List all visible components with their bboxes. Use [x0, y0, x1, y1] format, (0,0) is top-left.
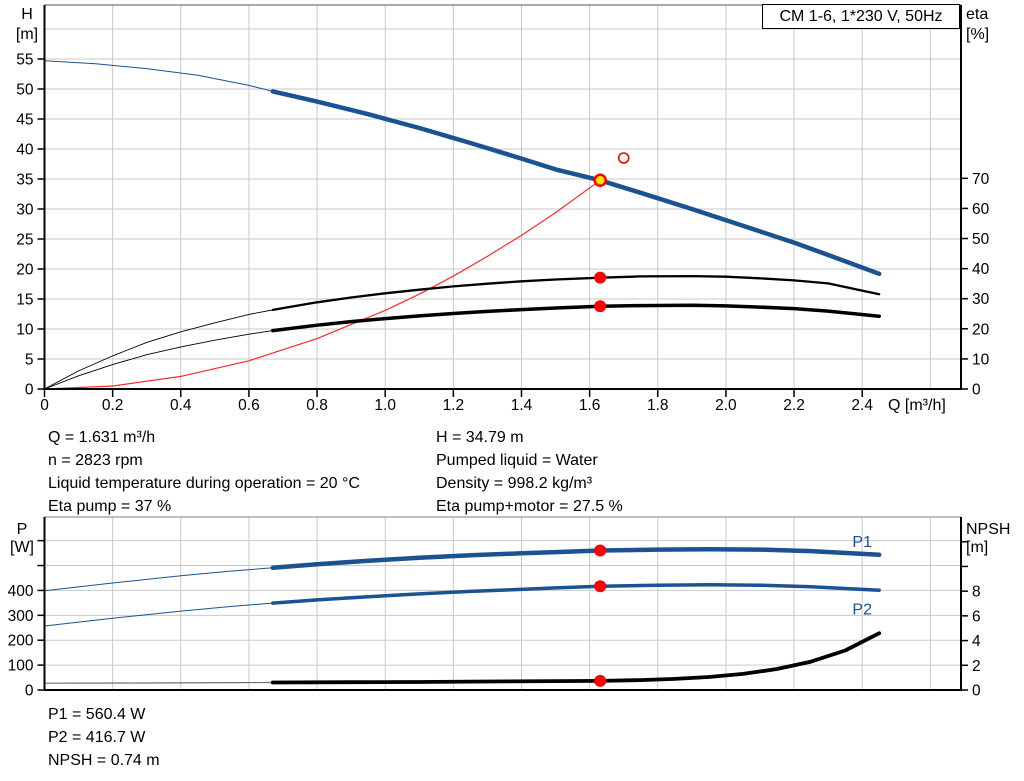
curve-p1-thin	[44, 567, 274, 592]
y-right-tick-label: 30	[972, 291, 990, 308]
x-tick-label: 1.4	[511, 397, 533, 414]
curve-npsh	[270, 631, 882, 685]
y-left-tick-label: 100	[8, 658, 34, 675]
y-right-tick-label: 20	[972, 321, 990, 338]
y-left-tick-label: 35	[16, 172, 33, 189]
y-right-axis-label: [m]	[966, 539, 988, 556]
marker-requested-duty-point	[617, 152, 630, 164]
x-tick-label: 0.4	[170, 397, 192, 414]
y-left-tick-label: 300	[8, 608, 34, 625]
y-left-tick-label: 15	[16, 292, 33, 309]
curve-qh	[270, 89, 882, 277]
x-tick-label: 1.2	[443, 397, 465, 414]
y-left-tick-label: 55	[16, 52, 33, 69]
marker-npsh-point	[594, 674, 607, 687]
y-right-tick-label: 8	[972, 584, 981, 601]
curve-eta-pump-motor	[271, 303, 881, 333]
y-right-tick-label: 60	[972, 201, 990, 218]
y-left-tick-label: 5	[25, 352, 34, 369]
curve-p2-thin	[44, 602, 274, 627]
curve-eta-pump	[271, 274, 881, 312]
y-left-tick-label: 200	[8, 633, 34, 650]
y-right-tick-label: 2	[972, 658, 981, 675]
p2-curve-label: P2	[852, 601, 872, 618]
y-left-tick-label: 0	[25, 382, 34, 399]
power-npsh-info: P1 = 560.4 W P2 = 416.7 W NPSH = 0.74 m	[48, 703, 160, 772]
x-tick-label: 1.8	[647, 397, 669, 414]
y-right-tick-label: 4	[972, 633, 981, 650]
curve-eta-pump-motor-thin	[44, 330, 274, 390]
y-left-axis-label: P	[17, 521, 28, 538]
x-tick-label: 0.6	[238, 397, 260, 414]
y-left-tick-label: 25	[16, 232, 33, 249]
y-right-tick-label: 6	[972, 608, 981, 625]
info-line-head: H = 34.79 m	[436, 429, 524, 446]
curve-npsh-thin	[43, 681, 274, 684]
curve-system-curve	[43, 179, 601, 390]
info-line-speed: n = 2823 rpm	[48, 452, 143, 469]
y-right-axis-label: eta	[966, 6, 988, 23]
marker-p1-point	[594, 544, 607, 557]
y-right-tick-label: 50	[972, 231, 990, 248]
y-right-tick-label: 40	[972, 261, 990, 278]
y-right-tick-label: 0	[972, 382, 981, 399]
x-tick-label: 0	[40, 397, 49, 414]
x-tick-label: 1.0	[374, 397, 396, 414]
info-line-liquid-temp: Liquid temperature during operation = 20…	[48, 475, 360, 492]
y-left-tick-label: 40	[16, 142, 34, 159]
p1-curve-label: P1	[852, 534, 872, 551]
info-line-npsh: NPSH = 0.74 m	[48, 752, 160, 769]
y-left-tick-label: 400	[8, 583, 34, 600]
duty-info-left: Q = 1.631 m³/h n = 2823 rpm Liquid tempe…	[48, 426, 360, 518]
info-line-q: Q = 1.631 m³/h	[48, 429, 156, 446]
curve-eta-pump-thin	[44, 309, 274, 390]
marker-eta-pump-point	[594, 271, 607, 284]
curve-qh-thin	[44, 60, 274, 92]
x-tick-label: 1.6	[579, 397, 601, 414]
duty-info-right: H = 34.79 m Pumped liquid = Water Densit…	[436, 426, 623, 518]
y-left-tick-label: 20	[16, 262, 34, 279]
info-line-pumped-liquid: Pumped liquid = Water	[436, 452, 598, 469]
y-left-axis-label: [m]	[16, 26, 38, 43]
y-left-axis-label: [W]	[10, 539, 34, 556]
x-axis-label: Q [m³/h]	[888, 397, 946, 414]
curve-p2	[271, 583, 881, 605]
y-left-tick-label: 0	[25, 683, 34, 700]
x-tick-label: 2.4	[851, 397, 873, 414]
curve-p1	[270, 546, 882, 571]
y-right-axis-label: NPSH	[966, 521, 1010, 538]
marker-p2-point	[594, 580, 607, 593]
y-right-axis-label: [%]	[966, 26, 989, 43]
marker-duty-point[interactable]	[593, 173, 607, 188]
y-right-tick-label: 0	[972, 683, 981, 700]
x-tick-label: 2.0	[715, 397, 737, 414]
info-line-p1: P1 = 560.4 W	[48, 706, 146, 723]
y-left-tick-label: 30	[16, 202, 34, 219]
info-line-eta-pump: Eta pump = 37 %	[48, 498, 172, 515]
y-left-tick-label: 10	[16, 322, 34, 339]
info-line-p2: P2 = 416.7 W	[48, 729, 146, 746]
marker-eta-pump-motor-point	[594, 300, 607, 313]
info-line-eta-pump-motor: Eta pump+motor = 27.5 %	[436, 498, 623, 515]
info-line-density: Density = 998.2 kg/m³	[436, 475, 593, 492]
y-left-tick-label: 50	[16, 82, 34, 99]
y-right-tick-label: 70	[972, 171, 990, 188]
x-tick-label: 0.8	[306, 397, 328, 414]
chart-title: CM 1-6, 1*230 V, 50Hz	[779, 8, 943, 25]
chart-title-box: CM 1-6, 1*230 V, 50Hz	[762, 4, 960, 29]
x-tick-label: 2.2	[783, 397, 805, 414]
y-left-tick-label: 45	[16, 112, 33, 129]
x-tick-label: 0.2	[102, 397, 124, 414]
y-left-axis-label: H	[21, 6, 33, 23]
y-right-tick-label: 10	[972, 351, 990, 368]
